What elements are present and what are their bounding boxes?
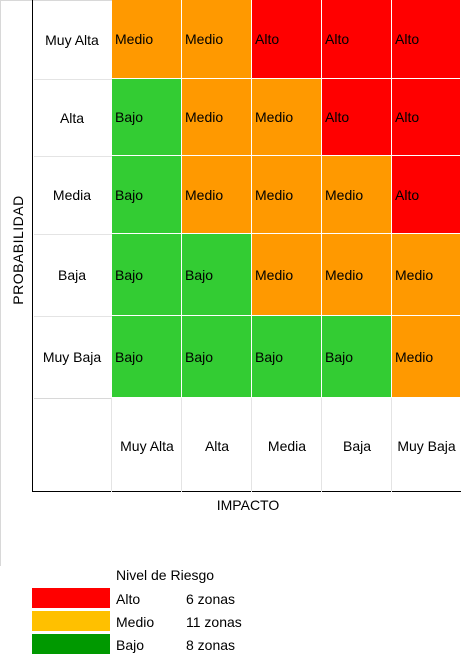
grid-line [34,156,112,157]
matrix-cell: Alto [392,156,461,234]
legend-swatch-medio [32,611,110,631]
matrix-cell: Bajo [112,234,182,316]
matrix-cell: Alto [252,0,322,79]
legend-title: Nivel de Riesgo [116,567,214,583]
legend-count: 8 zonas [186,637,235,653]
row-label: Baja [34,234,110,316]
row-label: Muy Baja [34,316,110,398]
col-label: Muy Baja [392,400,461,492]
col-label: Muy Alta [112,400,182,492]
col-label: Media [252,400,322,492]
matrix-cell: Bajo [182,316,252,398]
grid-line [34,234,112,235]
col-label: Baja [322,400,392,492]
legend-swatch-bajo [32,634,110,654]
matrix-cell: Bajo [112,79,182,156]
matrix-cell: Bajo [182,234,252,316]
matrix-cell: Medio [182,156,252,234]
matrix-cell: Medio [252,234,322,316]
matrix-cell: Medio [182,0,252,79]
matrix-cell: Medio [392,316,461,398]
legend-swatch-alto [32,588,110,608]
grid-line [251,398,252,492]
matrix-cell: Medio [182,79,252,156]
matrix-cell: Medio [112,0,182,79]
legend-label: Alto [116,591,140,607]
matrix-cell: Alto [322,79,392,156]
matrix-cell: Bajo [112,156,182,234]
matrix-cell: Alto [322,0,392,79]
matrix-cell: Medio [252,79,322,156]
matrix-cell: Bajo [112,316,182,398]
grid-line [0,0,1,566]
grid-line [34,398,112,399]
y-axis-title: PROBABILIDAD [10,195,26,304]
legend-count: 11 zonas [186,614,242,630]
matrix-cell: Alto [392,0,461,79]
grid-line [181,398,182,492]
row-label: Alta [34,79,110,156]
grid-line [34,316,112,317]
y-axis-line [32,0,33,492]
legend-label: Bajo [116,637,144,653]
x-axis-title: IMPACTO [186,497,310,513]
legend-count: 6 zonas [186,591,235,607]
col-label: Alta [182,400,252,492]
matrix-cell: Alto [392,79,461,156]
row-label: Media [34,156,110,234]
grid-line [111,398,112,492]
matrix-cell: Bajo [322,316,392,398]
matrix-cell: Medio [322,156,392,234]
grid-line [321,398,322,492]
matrix-cell: Medio [322,234,392,316]
matrix-cell: Bajo [252,316,322,398]
grid-line [34,79,112,80]
grid-line [391,398,392,492]
row-label: Muy Alta [34,0,110,79]
matrix-cell: Medio [392,234,461,316]
matrix-cell: Medio [252,156,322,234]
legend-label: Medio [116,614,154,630]
